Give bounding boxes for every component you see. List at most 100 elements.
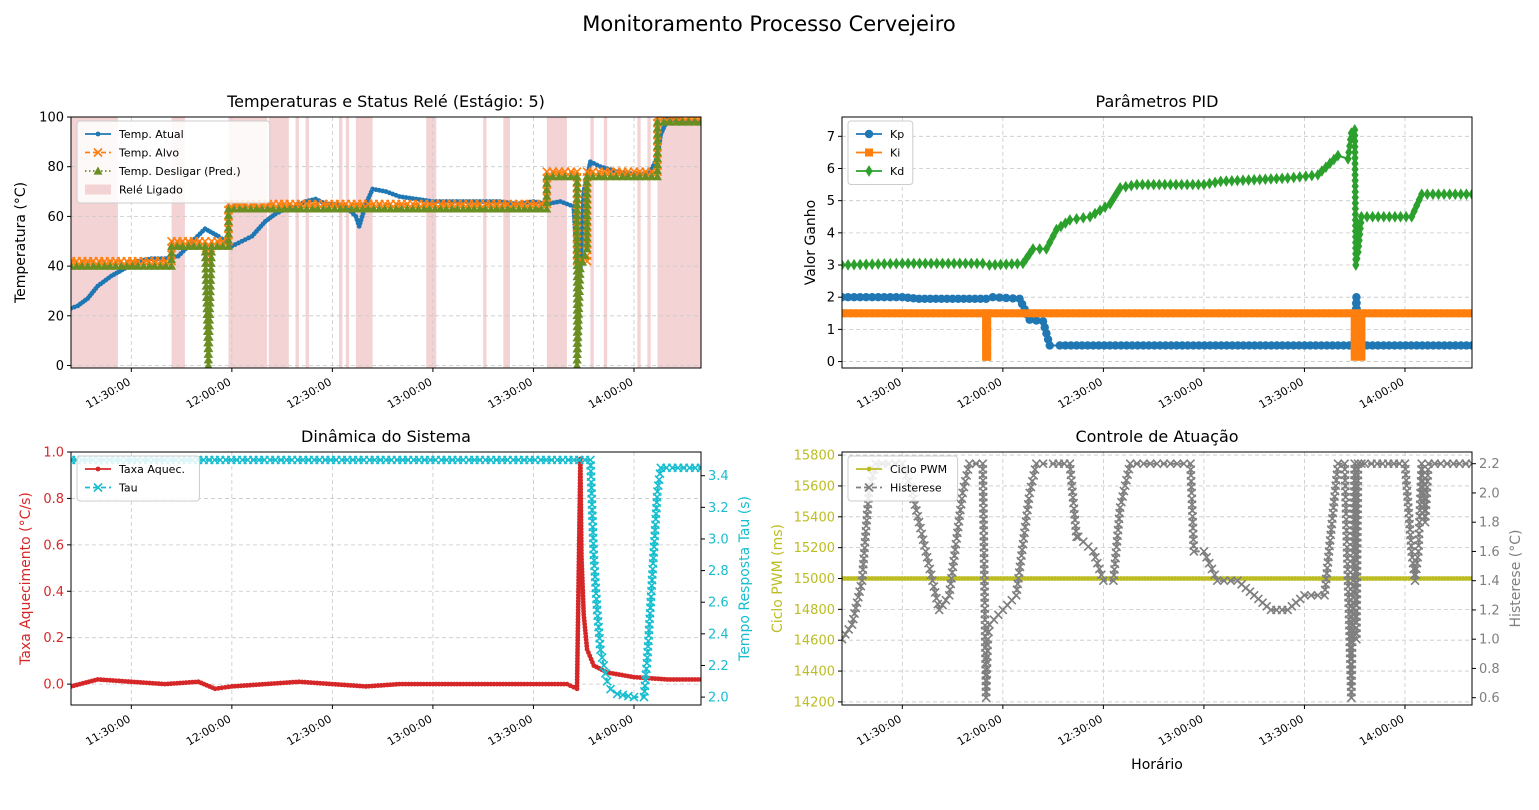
data-point [983,315,992,324]
data-point [623,172,633,181]
data-point [1295,309,1304,318]
y2-tick-label: 3.2 [708,501,729,516]
relay-on-band [546,117,567,368]
data-point [582,222,592,231]
data-point [1267,173,1275,185]
data-point [1205,309,1214,318]
data-point [983,327,992,336]
data-point [1418,309,1427,318]
x-axis-label: Horário [1131,757,1183,773]
data-point [1166,309,1175,318]
data-point [944,257,952,270]
y-tick-label: 15800 [794,449,835,464]
data-point [1165,459,1175,469]
data-point [1290,171,1298,184]
data-point [1357,327,1366,336]
data-point [995,293,1004,302]
data-point [200,247,210,256]
y2-tick-label: 1.2 [1479,603,1500,618]
data-point [1002,258,1010,271]
data-point [1036,243,1044,255]
data-point [1401,309,1410,318]
data-point [904,257,912,270]
data-point [1204,558,1214,568]
data-point [1250,309,1259,318]
data-point [1210,570,1220,580]
data-point [1183,309,1192,318]
data-point [572,249,582,259]
x-tick-label: 13:30:00 [486,712,535,748]
data-point [915,257,924,270]
data-point [572,355,582,364]
y-tick-label: 40 [47,260,64,275]
y-tick-label: 5 [827,194,835,209]
data-point [205,304,215,313]
data-point [1345,309,1354,318]
data-point [582,238,592,247]
data-point [1133,309,1142,318]
data-point [1469,576,1472,581]
data-point [843,293,853,302]
data-point [1222,175,1230,187]
plot-frame [841,451,1473,706]
series-group [71,117,701,368]
data-point [1402,210,1410,223]
data-point [1029,243,1037,255]
x-tick-label: 11:30:00 [855,375,904,411]
data-point [1133,178,1141,191]
data-point [1032,316,1041,325]
data-point [1256,309,1265,318]
data-point [886,257,894,270]
data-point [1317,309,1326,318]
data-point [572,255,582,264]
data-point [844,259,852,271]
data-point [1360,459,1370,469]
data-point [224,210,233,219]
data-point [999,309,1008,318]
data-point [580,250,590,259]
data-point [1016,309,1025,318]
legend-label: Ciclo PWM [890,463,947,476]
data-point [876,309,885,318]
panel-actuation: 11:30:00 12:00:00 12:30:00 13:00:00 13:30:00… [770,427,1524,773]
data-point [985,259,994,271]
data-point [1440,188,1448,201]
data-point [1072,213,1081,225]
y-tick-label: 6 [827,162,835,177]
data-point [578,257,588,266]
data-point [1139,309,1148,318]
data-point [582,188,592,197]
data-point [1244,309,1253,318]
data-point [1429,309,1438,318]
data-point [910,309,919,318]
x-tick-label: 13:00:00 [385,712,434,748]
data-point [1233,309,1242,318]
data-point [572,199,582,209]
data-point [1322,309,1331,318]
data-point [1423,188,1431,201]
data-point [1152,459,1162,469]
y-tick-label: 100 [39,111,64,126]
data-point [1138,178,1147,191]
y-tick-label: 0.0 [43,678,64,693]
data-point [1144,309,1153,318]
data-point [1357,352,1366,361]
legend-marker [95,131,101,137]
data-point [1111,309,1120,318]
data-point [1385,210,1393,223]
data-point [910,257,918,270]
legend-marker [866,466,872,472]
data-point [983,634,993,644]
data-point [1374,210,1382,223]
y2-tick-label: 0.8 [1479,662,1500,677]
data-point [1011,309,1020,318]
data-point [1306,309,1315,318]
data-point [1172,459,1182,469]
data-point [880,258,888,270]
series-group [71,455,701,702]
data-point [652,172,662,181]
data-point [991,258,999,271]
data-point [941,595,951,605]
data-point [1446,188,1454,201]
data-point [860,309,869,318]
